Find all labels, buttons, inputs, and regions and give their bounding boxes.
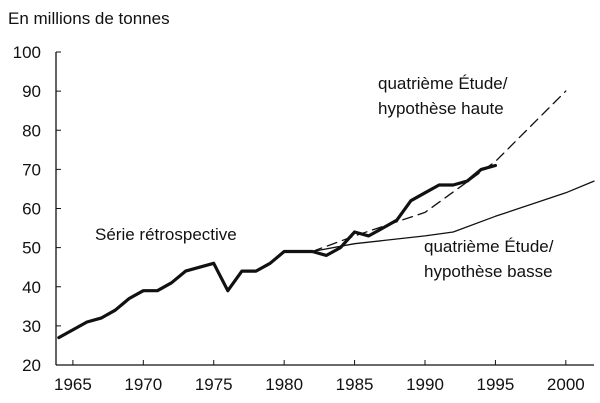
x-tick-label: 1970 [124, 375, 162, 394]
annotation-historical: Série rétrospective [95, 225, 237, 244]
y-tick-label: 60 [22, 200, 41, 219]
annotations: Série rétrospective quatrième Étude/hypot… [95, 74, 554, 281]
y-tick-label: 40 [22, 278, 41, 297]
y-axis-title: En millions de tonnes [8, 9, 170, 28]
y-tick-label: 70 [22, 160, 41, 179]
x-tick-label: 1995 [476, 375, 514, 394]
y-tick-label: 30 [22, 317, 41, 336]
y-tick-label: 90 [22, 82, 41, 101]
x-tick-label: 1990 [406, 375, 444, 394]
series-line-historical [57, 163, 497, 340]
annotation-low: quatrième Étude/hypothèse basse [424, 237, 554, 281]
series-lines [57, 90, 595, 340]
axes [55, 51, 594, 366]
x-tick-label: 1985 [336, 375, 374, 394]
y-tick-label: 80 [22, 121, 41, 140]
x-tick-labels: 1965 1970 1975 1980 1985 1990 1995 2000 [54, 375, 585, 394]
x-tick-label: 2000 [547, 375, 585, 394]
series-line-high [311, 90, 567, 253]
y-tick-label: 50 [22, 239, 41, 258]
x-tick-label: 1980 [265, 375, 303, 394]
y-tick-label: 100 [13, 43, 41, 62]
y-tick-label: 20 [22, 356, 41, 375]
x-tick-label: 1975 [195, 375, 233, 394]
annotation-high: quatrième Étude/hypothèse haute [378, 74, 508, 118]
series-line-low [311, 180, 595, 253]
y-tick-labels: 20 30 40 50 60 70 80 90 100 [13, 43, 41, 375]
x-tick-label: 1965 [54, 375, 92, 394]
